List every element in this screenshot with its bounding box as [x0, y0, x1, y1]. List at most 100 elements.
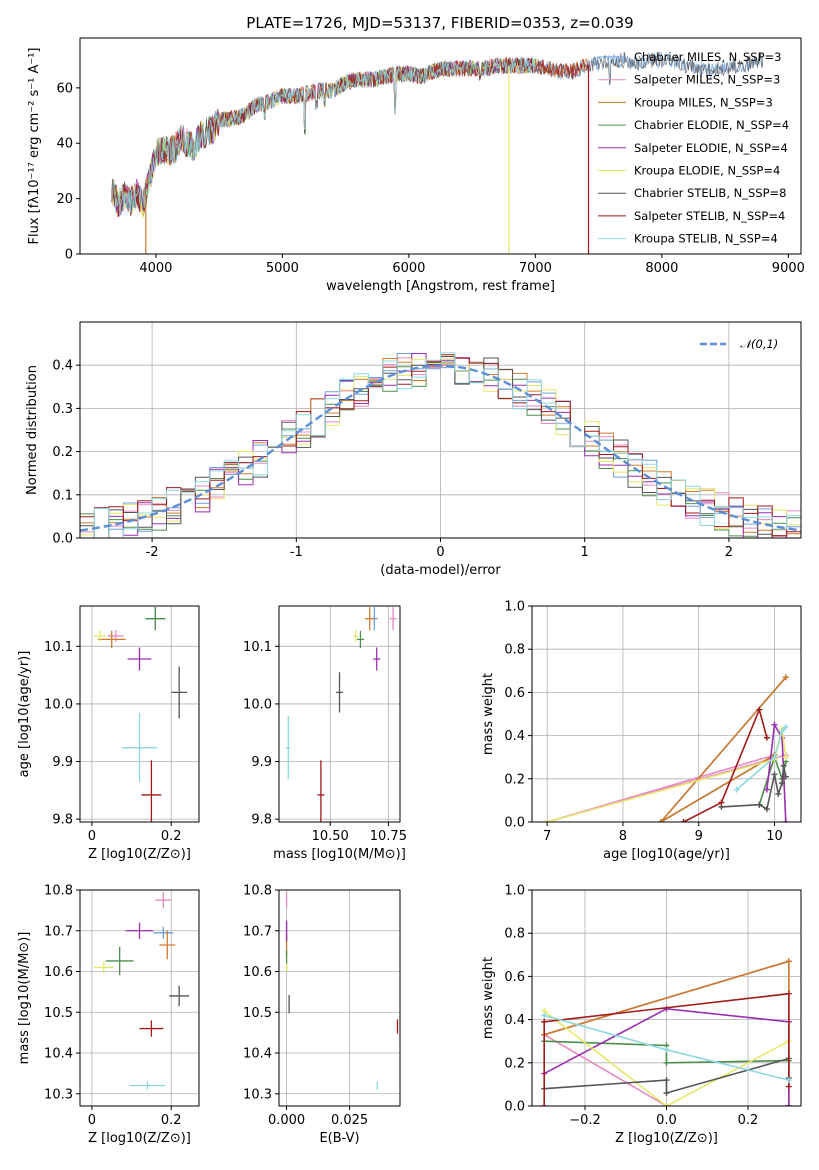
- weight_vs_Z-marker: [785, 1103, 792, 1106]
- weight_vs_Z-marker: [663, 1046, 670, 1053]
- weight_vs_Z-xtick-label: −0.2: [569, 1113, 601, 1128]
- weight_vs_age-xtick-label: 7: [543, 829, 551, 844]
- residual-histogram: [80, 353, 801, 538]
- weight_vs_Z-marker: [541, 1012, 548, 1019]
- weight_vs_Z-series-line: [544, 1040, 789, 1064]
- residuals-ytick-label: 0.4: [52, 359, 73, 374]
- spectrum-ytick-label: 0: [65, 248, 73, 263]
- weight_vs_age-xtick-label: 9: [695, 829, 703, 844]
- spectrum-xlabel: wavelength [Angstrom, rest frame]: [326, 279, 555, 294]
- weight_vs_age-panel: 7 8 9 10 0.0 0.2 0.4 0.6 0.8 1.0 age [log10(age/yr…: [481, 600, 802, 862]
- weight_vs_age-marker: [763, 734, 770, 741]
- age_vs_Z-xlabel: Z [log10(Z/Z⊙)]: [88, 847, 191, 862]
- weight_vs_age-marker: [733, 786, 740, 793]
- weight_vs_Z-lines: [541, 958, 792, 1106]
- weight_vs_Z-frame: [531, 889, 802, 1107]
- mass_vs_EBV-ytick-label: 10.8: [243, 884, 272, 899]
- weight_vs_age-ytick-label: 0.2: [504, 772, 525, 787]
- spectrum-series-group: [111, 51, 764, 254]
- legend-entry: Chabrier STELIB, N_SSP=8: [634, 186, 786, 200]
- weight_vs_age-ytick-label: 1.0: [504, 600, 525, 615]
- legend-entry: 𝒩(0,1): [740, 337, 778, 351]
- weight_vs_age-xtick-label: 8: [619, 829, 627, 844]
- age_vs_Z-ytick-label: 9.9: [52, 755, 73, 770]
- weight_vs_Z-marker: [663, 1077, 670, 1084]
- weight_vs_Z-xtick-label: 0.2: [738, 1113, 759, 1128]
- age_vs_mass-xtick-label: 10.50: [312, 829, 349, 844]
- residuals-panel: -2 -1 0 1 2 0.0 0.1 0.2 0.3 0.4 (data-model)/error…: [25, 321, 802, 578]
- spectrum-xtick-label: 7000: [519, 261, 552, 276]
- mass_vs_Z-ytick-label: 10.6: [44, 965, 73, 980]
- spectrum-legend: Chabrier MILES, N_SSP=3 Salpeter MILES, N…: [598, 50, 789, 246]
- weight_vs_age-marker: [779, 728, 786, 735]
- mass_vs_EBV-panel: 0.000 0.025 10.3 10.4 10.5 10.6 10.7 10.8 E(B-V): [243, 884, 401, 1146]
- weight_vs_age-marker: [782, 773, 789, 780]
- weight_vs_Z-xtick-label: 0.0: [656, 1113, 677, 1128]
- age_vs_Z-frame: [79, 605, 200, 823]
- legend-entry: Chabrier ELODIE, N_SSP=4: [634, 118, 789, 132]
- weight_vs_Z-series-line: [543, 1010, 790, 1106]
- weight_vs_Z-ytick-label: 0.4: [504, 1013, 525, 1028]
- weight_vs_age-marker: [763, 806, 770, 813]
- weight_vs_Z-marker: [541, 1018, 548, 1025]
- mass_vs_Z-ytick-label: 10.7: [44, 924, 73, 939]
- residuals-ytick-label: 0.2: [52, 445, 73, 460]
- weight_vs_age-series-line: [736, 726, 787, 791]
- age_vs_mass-ytick-label: 9.9: [251, 755, 272, 770]
- age_vs_mass-points: [285, 607, 397, 822]
- mass_vs_EBV-ytick-label: 10.3: [243, 1087, 272, 1102]
- spectrum-series-line: [111, 56, 589, 217]
- weight_vs_age-marker: [680, 819, 687, 822]
- weight_vs_age-series-line: [660, 676, 787, 822]
- weight_vs_age-marker: [544, 819, 551, 822]
- age_vs_mass-ytick-label: 10.1: [243, 640, 272, 655]
- mass_vs_Z-xlabel: Z [log10(Z/Z⊙)]: [88, 1131, 191, 1146]
- spectrum-ylabel: Flux [fλ10⁻¹⁷ erg cm⁻² s⁻¹ A⁻¹]: [27, 48, 42, 245]
- weight_vs_Z-marker: [541, 1103, 548, 1106]
- spectrum-frame: [79, 37, 802, 255]
- residuals-ytick-label: 0.1: [52, 488, 73, 503]
- weight_vs_age-marker: [782, 754, 789, 761]
- legend-entry: Chabrier MILES, N_SSP=3: [634, 50, 781, 64]
- weight_vs_age-marker: [763, 786, 770, 793]
- weight_vs_age-marker: [771, 721, 778, 728]
- weight_vs_age-marker: [775, 790, 782, 797]
- weight_vs_age-marker: [782, 723, 789, 730]
- legend-entry: Salpeter MILES, N_SSP=3: [634, 73, 780, 87]
- age_vs_mass-panel: 10.50 10.75 9.8 9.9 10.0 10.1 mass [log10(M/M⊙…: [243, 605, 407, 862]
- spectrum-xtick-label: 9000: [772, 261, 805, 276]
- age_vs_Z-ylabel: age [log10(age/yr)]: [17, 651, 32, 778]
- weight_vs_Z-marker: [663, 1005, 670, 1012]
- residuals-ylabel: Normed distribution: [25, 365, 40, 495]
- mass_vs_Z-panel: 0 0.2 10.3 10.4 10.5 10.6 10.7 10.8 Z [log10(Z/Z…: [17, 884, 200, 1146]
- mass_vs_EBV-ytick-label: 10.7: [243, 924, 272, 939]
- weight_vs_age-ytick-label: 0.4: [504, 729, 525, 744]
- weight_vs_age-frame: [531, 605, 802, 823]
- spectrum-panel: 4000 5000 6000 7000 8000 9000 0 20 40 60 wavelengt…: [27, 37, 805, 294]
- weight_vs_age-marker: [771, 754, 778, 761]
- weight_vs_Z-xlabel: Z [log10(Z/Z⊙)]: [615, 1131, 718, 1146]
- spectrum-xtick-label: 5000: [266, 261, 299, 276]
- weight_vs_Z-ytick-label: 1.0: [504, 884, 525, 899]
- spectrum-xtick-label: 8000: [645, 261, 678, 276]
- age_vs_Z-xtick-label: 0.2: [161, 829, 182, 844]
- weight_vs_age-ytick-label: 0.8: [504, 643, 525, 658]
- weight_vs_age-xtick-label: 10: [766, 829, 783, 844]
- age_vs_Z-ytick-label: 10.1: [44, 640, 73, 655]
- mass_vs_Z-ytick-label: 10.3: [44, 1087, 73, 1102]
- residuals-ytick-label: 0.3: [52, 402, 73, 417]
- spectrum-series-line: [111, 56, 536, 216]
- mass_vs_Z-ytick-label: 10.8: [44, 884, 73, 899]
- weight_vs_Z-ytick-label: 0.6: [504, 970, 525, 985]
- age_vs_mass-xtick-label: 10.75: [370, 829, 407, 844]
- mass_vs_Z-ytick-label: 10.4: [44, 1047, 73, 1062]
- legend-entry: Salpeter STELIB, N_SSP=4: [634, 209, 785, 223]
- mass_vs_EBV-xtick-label: 0.000: [268, 1113, 305, 1128]
- weight_vs_Z-series-line: [543, 992, 790, 1106]
- age_vs_mass-xlabel: mass [log10(M/M⊙)]: [273, 847, 406, 862]
- spectrum-ytick-label: 40: [56, 137, 73, 152]
- residuals-ytick-label: 0.0: [52, 532, 73, 547]
- weight_vs_Z-marker: [663, 1103, 670, 1106]
- residuals-xtick-label: -1: [290, 545, 303, 560]
